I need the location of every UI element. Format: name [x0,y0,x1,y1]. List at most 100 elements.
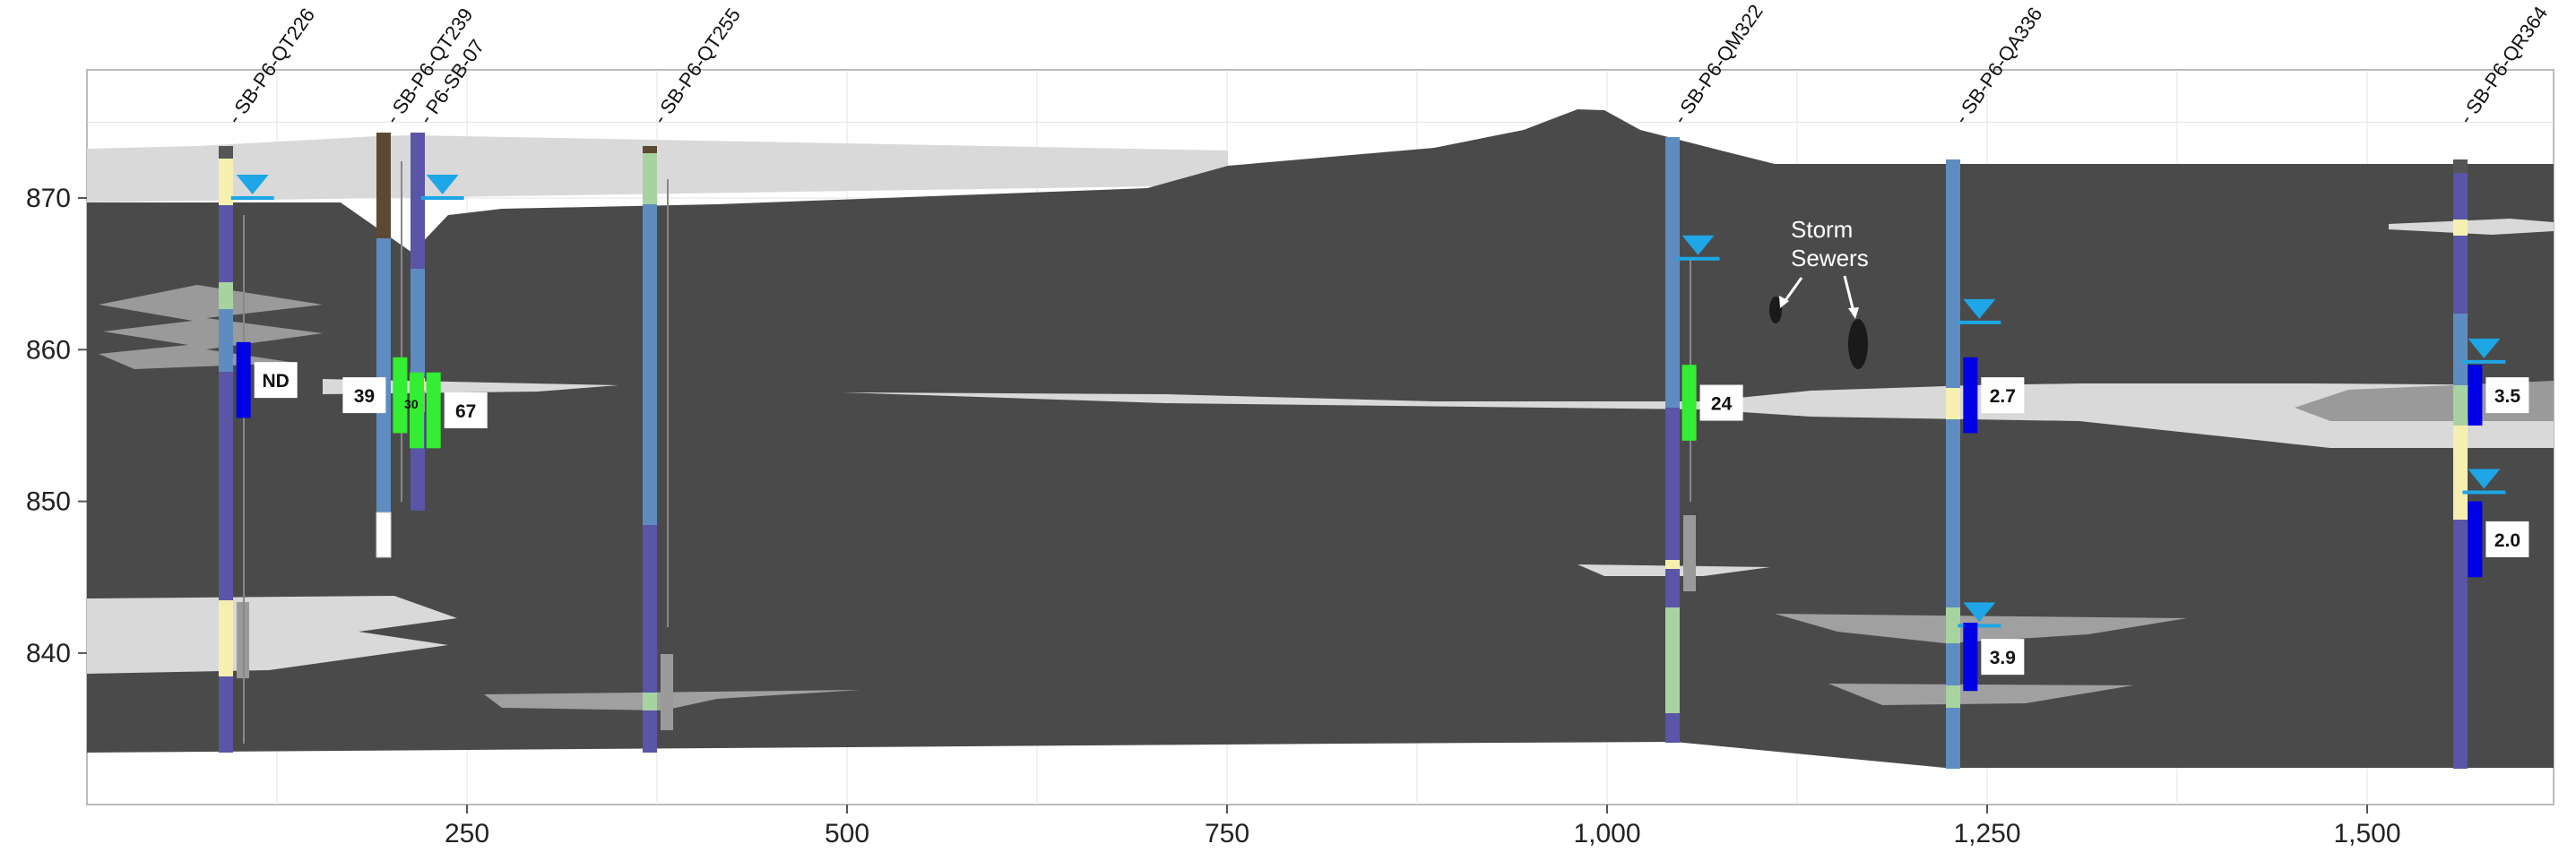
y-tick-label: 840 [26,639,71,668]
water-level-icon [426,175,459,194]
borehole-qt239 [376,133,402,558]
column-sand [1946,388,1960,419]
result-label-box [1981,377,2025,414]
y-tick-label: 870 [26,184,71,213]
column-casing [1665,137,1680,408]
column-green [643,153,657,204]
result-label: 2.7 [1990,386,2016,407]
soil-lens-long [843,383,2554,448]
y-axis: 840 850 860 870 [26,184,87,668]
result-bar [2468,365,2483,426]
annotation-arrow-1-head [1779,296,1789,308]
result-bar [1963,623,1978,692]
borehole-qm322 [1665,137,1696,743]
column-top-cap [2453,159,2468,173]
borehole-column [1946,159,1960,769]
result-bar [1681,365,1697,441]
result-label-box [444,392,488,429]
borehole-qt226 [219,146,249,753]
water-level-icon [1681,235,1715,255]
annotation-line2: Sewers [1791,245,1869,271]
x-tick-label: 1,000 [1573,819,1640,848]
borehole-qa336 [1946,159,1960,769]
column-sand-low [219,600,233,676]
annotation-arrow-1 [1782,277,1803,304]
column-top-cap [219,146,233,159]
result-label: 30 [404,397,419,411]
column-fill [376,133,391,238]
x-tick-label: 500 [825,819,869,848]
column-sand-low [2453,426,2468,520]
x-axis: 250 500 750 1,000 1,250 1,500 [445,805,2401,848]
result-label: 3.5 [2494,386,2521,407]
result-label-box [2485,377,2529,414]
storm-sewer-large [1848,319,1868,369]
column-casing [376,238,391,512]
column-green [1665,607,1680,713]
water-level-icon [1963,602,1996,623]
x-tick-label: 250 [445,819,489,848]
result-label: 39 [354,386,375,407]
result-label-box [254,362,298,399]
column-green-low [1946,685,1960,708]
column-casing [219,309,233,372]
result-label-box [1981,639,2025,676]
result-bar [2468,501,2483,578]
column-sand [2453,220,2468,236]
water-level-icon [236,175,269,194]
column-green-low [643,693,657,710]
column-bottom [376,512,392,558]
water-level-icon [2468,338,2501,358]
soil-main-body [87,109,2554,768]
annotation-arrow-2 [1843,275,1855,313]
result-bar [410,372,425,449]
result-bar [393,357,408,434]
borehole-qt255 [643,146,673,753]
result-label-box [2485,521,2529,557]
result-markers: ND 39 30 67 24 2.7 3.9 3.5 2.0 [236,341,2529,692]
result-label: 24 [1711,394,1733,415]
annotation-arrow-2-head [1848,307,1859,319]
annotation-line1: Storm [1791,216,1853,243]
soil-lens-qa336-2 [1828,684,2133,705]
x-tick-label: 750 [1205,819,1249,848]
soil-light-upper [87,135,1228,202]
result-bar [236,341,251,418]
result-label-box [342,377,386,414]
storm-sewers-annotation: Storm Sewers [1779,216,1869,319]
result-label: 67 [455,401,476,422]
column-sand [219,159,233,205]
y-tick-label: 850 [26,487,71,517]
storm-sewer-small [1769,297,1782,323]
column-green [219,282,233,309]
x-tick-label: 1,500 [2333,819,2400,848]
result-label: 3.9 [1990,648,2016,668]
column-casing [643,204,657,525]
result-bar [1963,357,1978,434]
column-green [1946,607,1960,643]
borehole-qr364 [2453,159,2468,769]
result-label: 2.0 [2494,530,2520,551]
boreholes [219,133,2468,769]
column-casing [2453,314,2468,385]
result-label-box [1699,384,1743,421]
column-top-cap [643,146,657,153]
result-bar [426,372,441,449]
x-tick-label: 1,250 [1953,819,2020,848]
water-level-icon [1963,298,1996,319]
soil-lens-upper-right [2389,219,2554,235]
water-level-icon [2468,469,2501,489]
soil-lens-left [99,285,323,369]
result-label: ND [263,371,290,392]
soil-lens-bottom-left [87,596,457,674]
sample-interval [1683,515,1696,591]
column-sand [1665,560,1680,569]
borehole-p6sb07 [411,133,425,511]
soil-lens-qa336-1 [1775,614,2187,643]
column-green [2453,385,2468,426]
y-tick-label: 860 [26,335,71,365]
sample-interval [661,654,673,730]
column-casing [411,269,425,376]
water-level-markers [230,175,2506,628]
